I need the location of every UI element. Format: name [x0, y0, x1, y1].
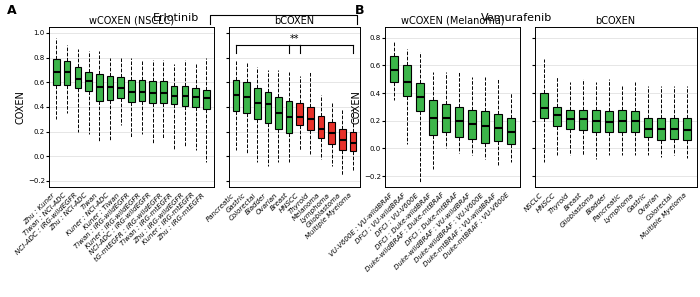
- Text: Vemurafenib: Vemurafenib: [481, 13, 552, 23]
- PathPatch shape: [171, 86, 178, 105]
- PathPatch shape: [275, 97, 282, 129]
- PathPatch shape: [391, 56, 398, 82]
- PathPatch shape: [193, 89, 199, 107]
- PathPatch shape: [481, 111, 489, 143]
- Y-axis label: COXEN: COXEN: [15, 90, 25, 124]
- PathPatch shape: [53, 59, 60, 85]
- PathPatch shape: [64, 61, 71, 85]
- PathPatch shape: [307, 107, 314, 130]
- PathPatch shape: [232, 80, 239, 110]
- PathPatch shape: [605, 111, 613, 132]
- Title: bCOXEN: bCOXEN: [596, 16, 636, 26]
- PathPatch shape: [468, 110, 476, 139]
- PathPatch shape: [442, 104, 450, 132]
- PathPatch shape: [244, 82, 250, 113]
- PathPatch shape: [671, 118, 678, 139]
- Title: bCOXEN: bCOXEN: [274, 16, 314, 26]
- PathPatch shape: [657, 118, 665, 140]
- PathPatch shape: [683, 118, 692, 140]
- PathPatch shape: [592, 110, 600, 132]
- PathPatch shape: [128, 80, 134, 102]
- PathPatch shape: [455, 107, 463, 137]
- PathPatch shape: [631, 111, 639, 132]
- PathPatch shape: [618, 110, 626, 132]
- Text: B: B: [355, 4, 365, 18]
- PathPatch shape: [403, 65, 411, 96]
- PathPatch shape: [85, 72, 92, 91]
- PathPatch shape: [203, 90, 209, 109]
- Text: A: A: [7, 4, 17, 18]
- PathPatch shape: [181, 86, 188, 106]
- Title: wCOXEN (NSCLC): wCOXEN (NSCLC): [89, 16, 174, 26]
- PathPatch shape: [429, 100, 438, 135]
- PathPatch shape: [118, 77, 124, 98]
- PathPatch shape: [265, 92, 271, 123]
- Text: **: **: [290, 34, 299, 44]
- PathPatch shape: [106, 76, 113, 99]
- PathPatch shape: [139, 80, 146, 101]
- PathPatch shape: [507, 118, 515, 144]
- PathPatch shape: [566, 110, 574, 129]
- PathPatch shape: [75, 67, 81, 89]
- PathPatch shape: [553, 107, 561, 126]
- Y-axis label: COXEN: COXEN: [351, 90, 361, 124]
- PathPatch shape: [96, 74, 103, 101]
- Title: wCOXEN (Melanoma): wCOXEN (Melanoma): [401, 16, 504, 26]
- PathPatch shape: [318, 116, 324, 138]
- Text: Erlotinib: Erlotinib: [153, 13, 200, 23]
- PathPatch shape: [416, 83, 424, 111]
- PathPatch shape: [349, 132, 356, 151]
- PathPatch shape: [160, 81, 167, 103]
- PathPatch shape: [149, 81, 156, 103]
- PathPatch shape: [494, 114, 502, 141]
- PathPatch shape: [339, 129, 346, 150]
- PathPatch shape: [644, 118, 652, 137]
- PathPatch shape: [540, 93, 548, 118]
- PathPatch shape: [328, 122, 335, 144]
- PathPatch shape: [296, 103, 303, 125]
- PathPatch shape: [579, 110, 587, 130]
- PathPatch shape: [286, 101, 293, 133]
- PathPatch shape: [254, 89, 260, 119]
